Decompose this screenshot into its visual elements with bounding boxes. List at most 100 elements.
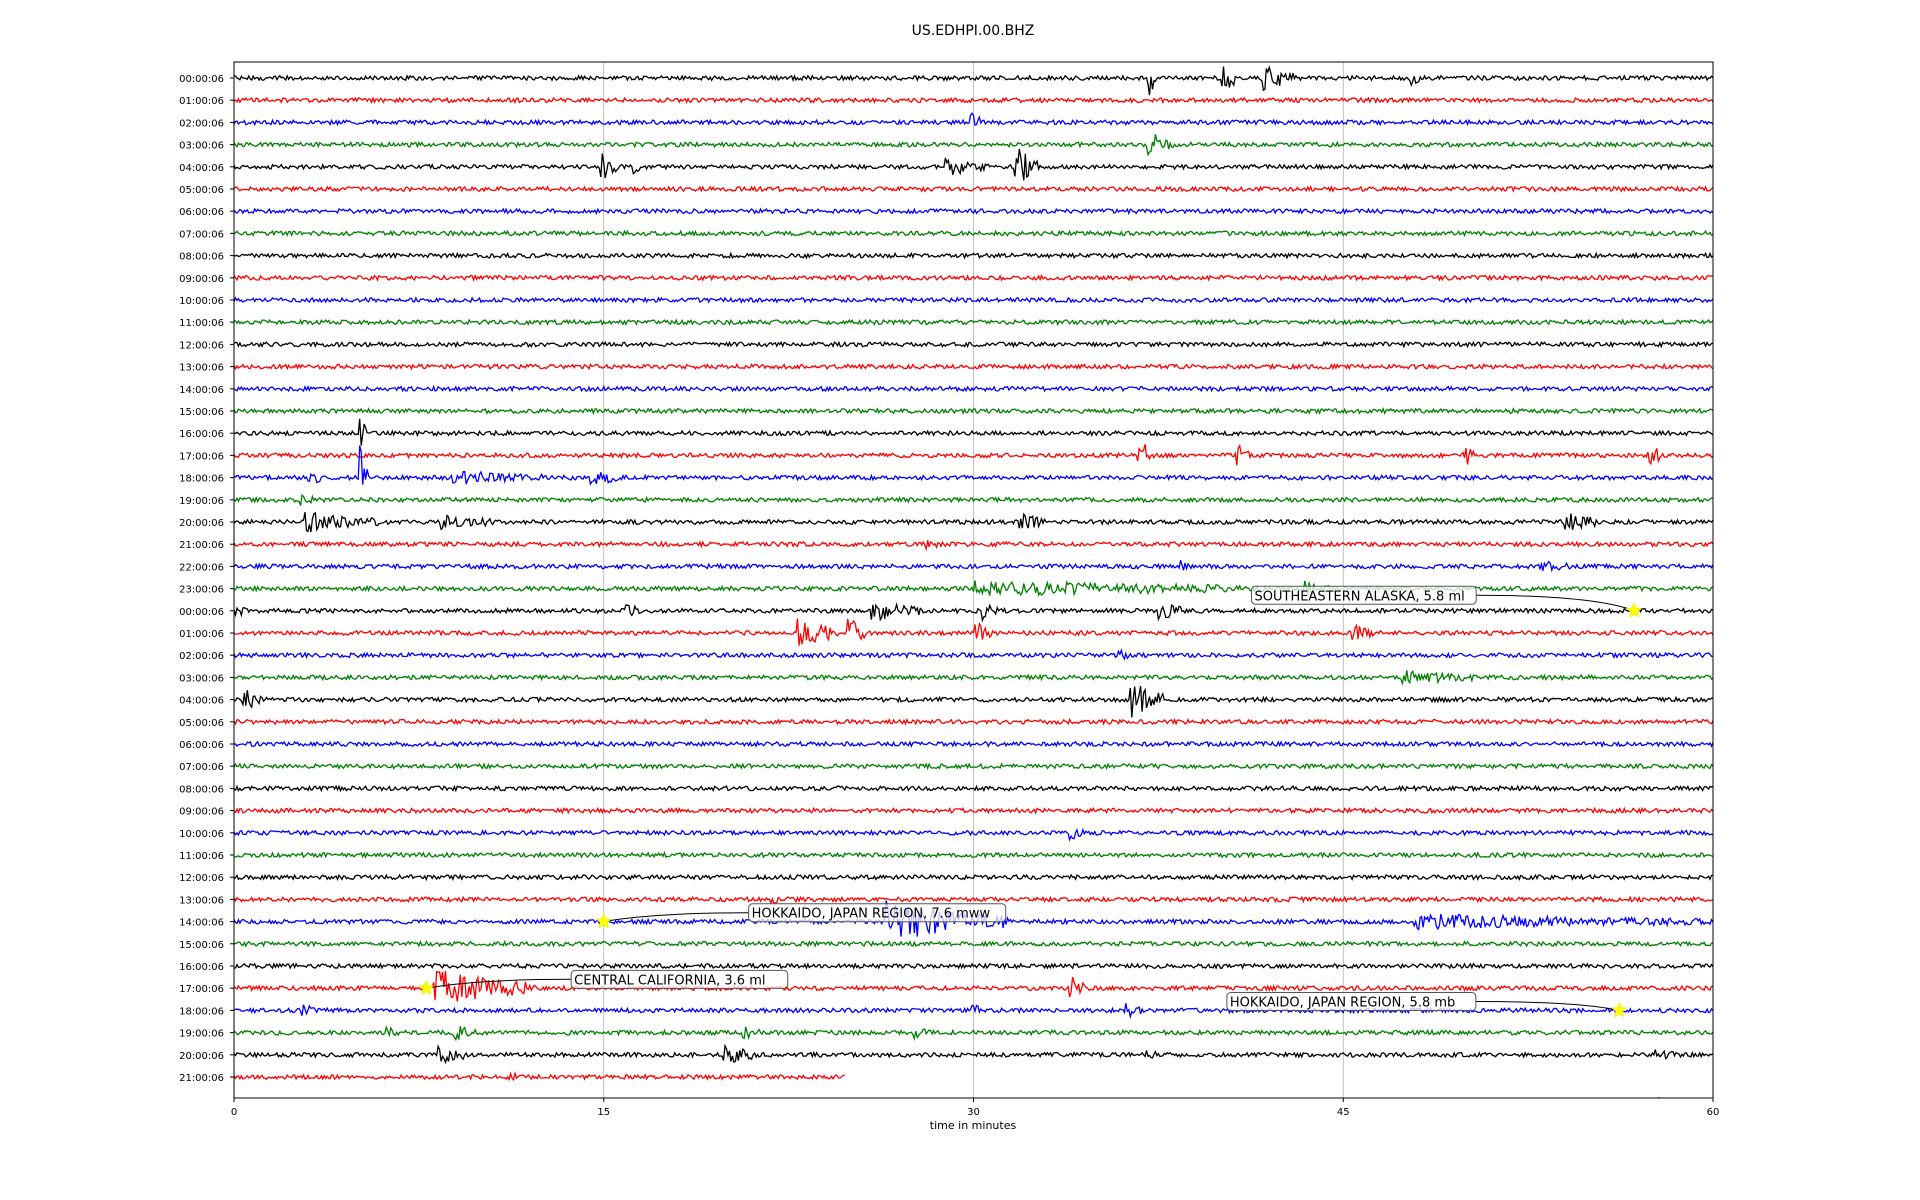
trace-5 (233, 185, 1714, 193)
y-tick-label: 21:00:06 (179, 540, 224, 551)
y-tick-label: 18:00:06 (179, 1006, 224, 1017)
y-tick-label: 15:00:06 (179, 407, 224, 418)
annotation: HOKKAIDO, JAPAN REGION, 5.8 mb (1226, 992, 1628, 1018)
trace-2 (233, 112, 1714, 127)
trace-37 (233, 895, 1714, 905)
trace-21 (233, 540, 1714, 552)
trace-6 (233, 207, 1714, 216)
y-tick-label: 18:00:06 (179, 474, 224, 485)
y-tick-label: 23:00:06 (179, 585, 224, 596)
x-tick-label: 60 (1707, 1107, 1720, 1118)
y-tick-label: 22:00:06 (179, 562, 224, 573)
y-tick-label: 21:00:06 (179, 1073, 224, 1084)
trace-41 (233, 970, 1714, 1002)
trace-24 (233, 602, 1714, 623)
annotation-box (570, 969, 789, 989)
trace-14 (233, 384, 1714, 393)
trace-8 (233, 251, 1714, 260)
y-tick-label: 09:00:06 (179, 274, 224, 285)
y-tick-label: 06:00:06 (179, 207, 224, 218)
trace-36 (233, 873, 1713, 882)
y-tick-label: 03:00:06 (179, 141, 224, 152)
annotation-label: CENTRAL CALIFORNIA, 3.6 ml (574, 973, 765, 988)
trace-13 (233, 362, 1714, 371)
x-axis-label: time in minutes (930, 1119, 1017, 1132)
y-tick-label: 17:00:06 (179, 984, 224, 995)
trace-11 (233, 318, 1714, 327)
x-tick-label: 0 (231, 1107, 237, 1118)
y-tick-label: 05:00:06 (179, 185, 224, 196)
trace-30 (233, 740, 1714, 748)
x-tick-label: 30 (967, 1107, 980, 1118)
trace-31 (233, 762, 1714, 771)
trace-44 (233, 1043, 1714, 1065)
y-tick-label: 13:00:06 (179, 895, 224, 906)
annotation-connector (426, 978, 572, 989)
annotation-label: SOUTHEASTERN ALASKA, 5.8 ml (1255, 589, 1465, 604)
trace-33 (233, 806, 1714, 815)
y-tick-label: 07:00:06 (179, 762, 224, 773)
y-axis-tick-labels: 00:00:06 01:00:06 02:00:06 03:00:06 04:00:06… (179, 74, 234, 1084)
trace-12 (233, 340, 1714, 349)
y-tick-label: 02:00:06 (179, 118, 224, 129)
y-tick-label: 10:00:06 (179, 829, 224, 840)
trace-32 (233, 784, 1714, 793)
trace-27 (233, 670, 1714, 686)
y-tick-label: 20:00:06 (179, 518, 224, 529)
annotation-box (1251, 585, 1477, 605)
y-tick-label: 13:00:06 (179, 363, 224, 374)
y-tick-label: 08:00:06 (179, 784, 224, 795)
chart-title: US.EDHPI.00.BHZ (912, 23, 1035, 39)
y-tick-label: 01:00:06 (179, 96, 224, 107)
trace-39 (233, 939, 1714, 948)
trace-35 (233, 850, 1714, 860)
y-tick-label: 00:00:06 (179, 74, 224, 85)
grid-lines (603, 62, 1344, 1098)
event-star-icon (595, 912, 613, 929)
plot-frame (233, 61, 1714, 1099)
y-tick-label: 08:00:06 (179, 252, 224, 263)
y-tick-label: 03:00:06 (179, 673, 224, 684)
trace-7 (233, 229, 1714, 238)
annotation-label: HOKKAIDO, JAPAN REGION, 7.6 mww (752, 907, 991, 922)
y-tick-label: 00:00:06 (179, 607, 224, 618)
y-tick-label: 12:00:06 (179, 873, 224, 884)
trace-15 (233, 406, 1714, 416)
annotation-connector (603, 912, 749, 923)
trace-3 (233, 134, 1714, 157)
trace-9 (233, 273, 1714, 282)
trace-40 (233, 962, 1714, 970)
y-tick-label: 01:00:06 (179, 629, 224, 640)
y-tick-label: 14:00:06 (179, 385, 224, 396)
y-tick-label: 04:00:06 (179, 163, 224, 174)
y-tick-label: 10:00:06 (179, 296, 224, 307)
annotation-connector (1476, 594, 1635, 612)
trace-43 (233, 1025, 1714, 1042)
trace-45 (233, 1070, 845, 1082)
trace-22 (233, 560, 1714, 573)
y-tick-label: 20:00:06 (179, 1051, 224, 1062)
seismic-traces (233, 65, 1714, 1098)
event-annotations: SOUTHEASTERN ALASKA, 5.8 ml HOKKAIDO, JAP… (418, 585, 1643, 1018)
annotation: HOKKAIDO, JAPAN REGION, 7.6 mww (595, 903, 1007, 929)
trace-1 (233, 96, 1714, 105)
y-tick-label: 15:00:06 (179, 940, 224, 951)
annotation-label: HOKKAIDO, JAPAN REGION, 5.8 mb (1230, 996, 1455, 1011)
y-tick-label: 09:00:06 (179, 807, 224, 818)
trace-18 (233, 445, 1714, 486)
annotation: SOUTHEASTERN ALASKA, 5.8 ml (1251, 585, 1643, 618)
event-star-icon (418, 979, 435, 996)
y-tick-label: 19:00:06 (179, 1029, 224, 1040)
trace-28 (233, 685, 1714, 718)
y-tick-label: 14:00:06 (179, 918, 224, 929)
y-tick-label: 02:00:06 (179, 651, 224, 662)
trace-34 (233, 827, 1714, 842)
y-tick-label: 05:00:06 (179, 718, 224, 729)
event-star-icon (1625, 602, 1643, 618)
y-tick-label: 16:00:06 (179, 429, 224, 440)
trace-0 (234, 65, 1714, 96)
x-axis-ticks: 0 15 30 45 60 (231, 1098, 1720, 1118)
y-tick-label: 11:00:06 (179, 851, 224, 862)
trace-20 (233, 511, 1714, 533)
